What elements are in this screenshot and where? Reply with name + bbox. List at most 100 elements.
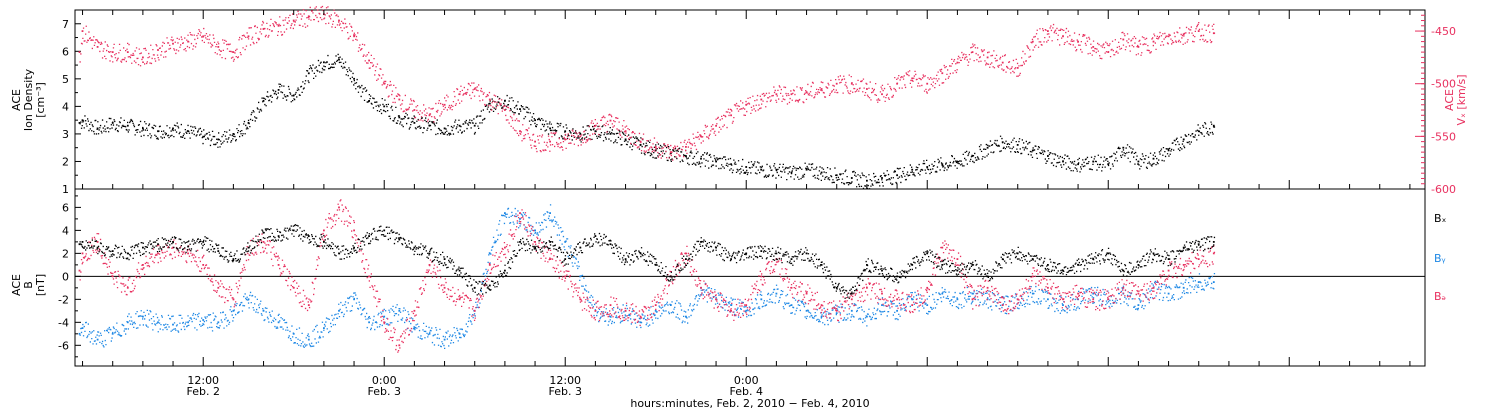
bx-point	[881, 269, 883, 272]
bx-point	[1047, 264, 1049, 266]
velocity-point	[639, 140, 642, 143]
density-point	[624, 138, 627, 141]
density-point	[669, 152, 672, 155]
velocity-point	[338, 19, 340, 22]
density-point	[654, 149, 657, 152]
density-point	[609, 133, 612, 135]
bx-point	[564, 258, 567, 260]
by-point	[202, 319, 205, 321]
bx-point	[81, 241, 84, 243]
velocity-point	[1001, 61, 1004, 64]
by-point	[292, 332, 295, 335]
bz-point	[383, 321, 386, 324]
by-point	[956, 298, 959, 301]
density-point	[1047, 155, 1049, 157]
density-point	[790, 171, 793, 174]
by-point	[504, 212, 506, 214]
bz-point	[790, 286, 793, 289]
velocity-point	[1031, 40, 1034, 43]
bz-point	[579, 298, 582, 301]
density-point	[1016, 144, 1019, 146]
bz-point	[277, 264, 280, 266]
bx-point	[277, 235, 280, 237]
density-point	[775, 168, 778, 171]
bz-point	[730, 309, 732, 312]
velocity-ylabel-line: ACE	[1443, 89, 1456, 111]
bz-point	[443, 286, 446, 289]
velocity-point	[1047, 30, 1049, 32]
bz-point	[1062, 298, 1064, 301]
bx-point	[473, 286, 476, 289]
legend-entry: Bᵧ	[1434, 252, 1446, 265]
bz-point	[473, 309, 476, 312]
time-tick-label: 12:00	[549, 374, 581, 387]
velocity-point	[971, 51, 974, 53]
by-point	[669, 304, 672, 306]
velocity-point	[715, 124, 717, 127]
density-point	[81, 119, 84, 122]
by-point	[881, 304, 883, 306]
bz-point	[715, 298, 717, 301]
density-point	[971, 155, 974, 157]
by-point	[564, 241, 567, 243]
bx-point	[1001, 258, 1004, 260]
by-point	[760, 298, 763, 301]
by-point	[488, 252, 491, 255]
by-point	[730, 304, 732, 306]
bz-point	[654, 304, 657, 306]
time-tick-label: 0:00	[372, 374, 397, 387]
bz-point	[805, 292, 808, 295]
density-point	[307, 72, 310, 75]
density-point	[96, 127, 99, 130]
density-point	[323, 61, 325, 64]
bz-point	[609, 304, 612, 306]
density-ylabel-line: Ion Density	[22, 68, 35, 131]
bx-point	[142, 246, 144, 249]
bz-point	[217, 286, 220, 289]
bz-point	[519, 212, 521, 214]
velocity-tick-label: -550	[1431, 130, 1456, 143]
by-point	[820, 315, 823, 318]
density-point	[549, 127, 551, 130]
density-point	[126, 124, 129, 127]
velocity-tick-label: -450	[1431, 25, 1456, 38]
bz-point	[1001, 304, 1004, 306]
by-point	[398, 309, 401, 312]
by-point	[971, 292, 974, 295]
bx-point	[790, 258, 793, 260]
velocity-point	[609, 119, 612, 122]
velocity-point	[866, 88, 868, 90]
bx-point	[986, 275, 989, 278]
by-point	[142, 315, 144, 318]
bz-point	[941, 246, 944, 249]
bx-point	[941, 264, 944, 266]
bz-point	[1077, 292, 1079, 295]
density-point	[730, 163, 732, 166]
bx-point	[594, 235, 597, 237]
legend-entry: Bₔ	[1434, 290, 1446, 303]
density-point	[1167, 149, 1170, 152]
velocity-point	[368, 59, 370, 62]
field-ylabel-line: [nT]	[34, 274, 47, 296]
bz-point	[157, 252, 159, 255]
density-point	[277, 89, 280, 91]
bottom-panel-frame	[74, 188, 1426, 367]
density-point	[413, 122, 416, 124]
velocity-ylabel-line: Vₓ [km/s]	[1455, 74, 1468, 125]
by-point	[217, 321, 220, 324]
bx-point	[126, 252, 129, 255]
top-panel-frame	[74, 9, 1426, 190]
density-point	[202, 135, 205, 138]
density-point	[232, 133, 235, 135]
bx-point	[292, 229, 295, 232]
bz-point	[1197, 258, 1200, 260]
velocity-point	[157, 49, 159, 51]
bz-point	[262, 241, 265, 243]
velocity-point	[579, 135, 582, 138]
velocity-point	[685, 146, 687, 148]
bx-point	[307, 235, 310, 237]
density-point	[534, 119, 536, 122]
bz-point	[398, 344, 401, 347]
by-point	[1182, 286, 1185, 289]
